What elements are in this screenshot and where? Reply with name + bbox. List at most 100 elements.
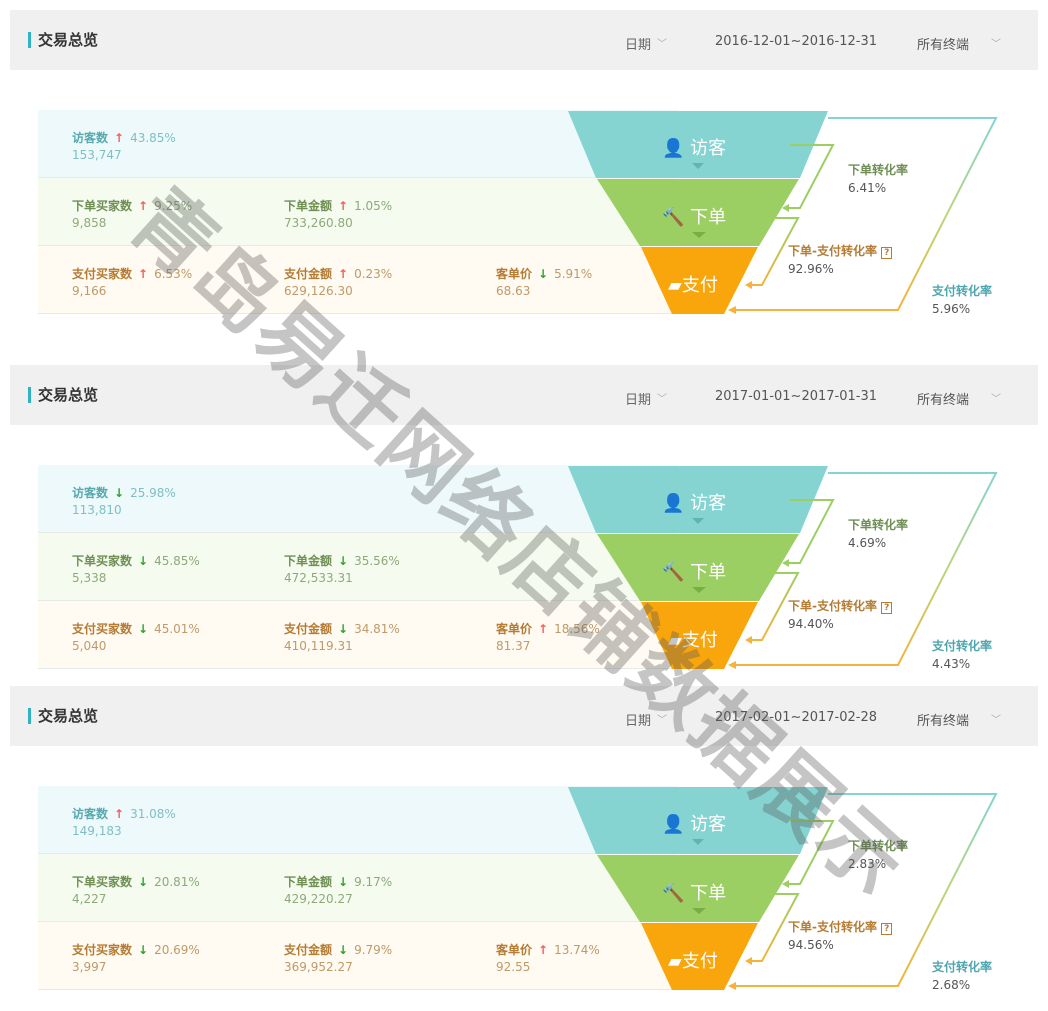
- metric-label: 访客数: [72, 131, 109, 145]
- chevron-down-icon[interactable]: ﹀: [991, 715, 1001, 726]
- trend-arrow-icon: ↑: [138, 267, 149, 281]
- panel-header: 交易总览 日期 ﹀ 2017-01-01~2017-01-31 所有终端 ﹀: [10, 365, 1038, 425]
- metric-order-amount: 下单金额 ↓ 35.56% 472,533.31: [284, 552, 400, 585]
- trend-arrow-icon: ↓: [138, 622, 149, 636]
- wallet-icon: ▰: [668, 951, 682, 972]
- stage-name: 访客: [690, 493, 727, 514]
- metric-change: 13.74%: [554, 943, 600, 957]
- metric-change: 43.85%: [130, 131, 176, 145]
- metric-label: 下单金额: [284, 875, 333, 889]
- help-icon[interactable]: ?: [881, 923, 893, 935]
- title-accent-bar: [28, 708, 31, 724]
- gavel-icon: 🔨: [662, 883, 685, 904]
- metric-value: 3,997: [72, 960, 107, 974]
- metric-value: 472,533.31: [284, 571, 353, 585]
- metric-order-buyers: 下单买家数 ↑ 9.25% 9,858: [72, 197, 192, 230]
- trend-arrow-icon: ↑: [538, 622, 549, 636]
- wallet-icon: ▰: [668, 275, 682, 296]
- pay-rate-connector: [732, 472, 998, 666]
- rate-value: 94.40%: [788, 617, 834, 631]
- conversion-funnel: [568, 111, 998, 314]
- stage-name: 下单: [690, 207, 727, 228]
- funnel-order-label: 🔨 下单: [662, 558, 726, 584]
- metric-label: 访客数: [72, 807, 109, 821]
- metric-value: 149,183: [72, 824, 122, 838]
- metric-value: 429,220.27: [284, 892, 353, 906]
- funnel-order-stage: [597, 855, 799, 922]
- trend-arrow-icon: ↓: [338, 943, 349, 957]
- funnel-visitor-label: 👤 访客: [662, 810, 726, 836]
- date-dropdown[interactable]: 日期: [625, 38, 652, 53]
- rate-value: 5.96%: [932, 302, 971, 316]
- funnel-visitor-label: 👤 访客: [662, 134, 726, 160]
- terminal-select[interactable]: 所有终端: [917, 38, 970, 53]
- stage-down-triangle-icon: [692, 587, 706, 593]
- rate-value: 6.41%: [848, 181, 887, 195]
- metric-value: 9,858: [72, 216, 107, 230]
- metric-change: 1.05%: [354, 199, 393, 213]
- metric-value: 369,952.27: [284, 960, 353, 974]
- trend-arrow-icon: ↑: [114, 807, 125, 821]
- metric-change: 20.69%: [154, 943, 200, 957]
- arrow-head-icon: [782, 204, 789, 212]
- pay-row: 支付买家数 ↑ 6.53% 9,166 支付金额 ↑ 0.23% 629,126.30 客单…: [38, 246, 678, 314]
- stage-name: 支付: [681, 951, 718, 972]
- metric-change: 25.98%: [130, 486, 176, 500]
- metric-avg-price: 客单价 ↑ 13.74% 92.55: [496, 941, 600, 974]
- rate-label: 支付转化率: [932, 639, 993, 653]
- arrow-head-icon: [728, 661, 736, 669]
- help-icon[interactable]: ?: [881, 247, 893, 259]
- metric-value: 153,747: [72, 148, 122, 162]
- chevron-down-icon[interactable]: ﹀: [657, 715, 667, 726]
- date-range[interactable]: 2017-02-01~2017-02-28: [715, 710, 877, 725]
- metric-value: 733,260.80: [284, 216, 353, 230]
- rate-label: 下单-支付转化率: [788, 599, 877, 613]
- rate-label: 下单-支付转化率: [788, 244, 877, 258]
- metric-change: 9.25%: [154, 199, 193, 213]
- metric-visitors: 访客数 ↑ 31.08% 149,183: [72, 805, 176, 838]
- order-rate-connector: [786, 499, 835, 564]
- chevron-down-icon[interactable]: ﹀: [657, 394, 667, 405]
- metric-label: 下单金额: [284, 554, 333, 568]
- panel-title: 交易总览: [38, 707, 99, 725]
- metric-pay-amount: 支付金额 ↑ 0.23% 629,126.30: [284, 265, 392, 298]
- date-dropdown[interactable]: 日期: [625, 393, 652, 408]
- order-rate-connector: [786, 144, 835, 209]
- stage-name: 下单: [690, 562, 727, 583]
- rate-value: 2.83%: [848, 857, 887, 871]
- funnel-order-stage: [597, 534, 799, 601]
- metric-visitors: 访客数 ↑ 43.85% 153,747: [72, 129, 176, 162]
- rate-value: 4.43%: [932, 657, 971, 671]
- title-accent-bar: [28, 32, 31, 48]
- chevron-down-icon[interactable]: ﹀: [657, 39, 667, 50]
- chevron-down-icon[interactable]: ﹀: [991, 394, 1001, 405]
- metric-label: 支付金额: [284, 943, 333, 957]
- terminal-select[interactable]: 所有终端: [917, 393, 970, 408]
- date-range[interactable]: 2016-12-01~2016-12-31: [715, 34, 877, 49]
- trend-arrow-icon: ↑: [538, 943, 549, 957]
- chevron-down-icon[interactable]: ﹀: [991, 39, 1001, 50]
- order-rate: 下单转化率 2.83%: [848, 837, 908, 871]
- metric-change: 9.79%: [354, 943, 393, 957]
- trend-arrow-icon: ↓: [538, 267, 549, 281]
- metric-label: 下单买家数: [72, 199, 133, 213]
- pay-rate: 支付转化率 4.43%: [932, 637, 992, 671]
- date-range[interactable]: 2017-01-01~2017-01-31: [715, 389, 877, 404]
- help-icon[interactable]: ?: [881, 602, 893, 614]
- stage-name: 支付: [681, 630, 718, 651]
- arrow-head-icon: [782, 880, 789, 888]
- rate-value: 94.56%: [788, 938, 834, 952]
- stage-name: 支付: [681, 275, 718, 296]
- date-dropdown[interactable]: 日期: [625, 714, 652, 729]
- metric-value: 5,040: [72, 639, 107, 653]
- stage-down-triangle-icon: [692, 518, 704, 524]
- terminal-select[interactable]: 所有终端: [917, 714, 970, 729]
- conversion-funnel: [568, 787, 998, 990]
- rate-value: 92.96%: [788, 262, 834, 276]
- trend-arrow-icon: ↓: [138, 554, 149, 568]
- metric-value: 410,119.31: [284, 639, 353, 653]
- rate-value: 4.69%: [848, 536, 887, 550]
- stage-name: 访客: [690, 138, 727, 159]
- metric-order-amount: 下单金额 ↓ 9.17% 429,220.27: [284, 873, 392, 906]
- metric-label: 客单价: [496, 943, 533, 957]
